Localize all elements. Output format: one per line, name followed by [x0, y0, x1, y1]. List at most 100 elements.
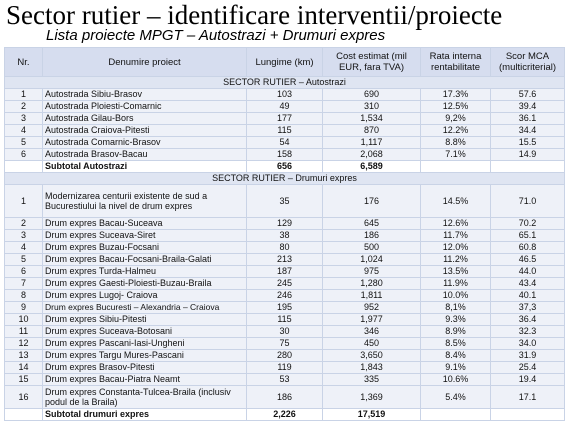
header-length: Lungime (km) — [247, 48, 323, 77]
internal-rate: 8.9% — [421, 326, 491, 338]
internal-rate: 5.4% — [421, 386, 491, 409]
length-km: 187 — [247, 266, 323, 278]
project-name: Drum expres Gaesti-Ploiesti-Buzau-Braila — [43, 278, 247, 290]
project-name: Drum expres Bacau-Piatra Neamt — [43, 374, 247, 386]
estimated-cost: 1,024 — [323, 254, 421, 266]
projects-table: Nr. Denumire proiect Lungime (km) Cost e… — [4, 47, 565, 421]
header-name: Denumire proiect — [43, 48, 247, 77]
internal-rate: 14.5% — [421, 185, 491, 218]
estimated-cost: 1,117 — [323, 137, 421, 149]
internal-rate: 12.0% — [421, 242, 491, 254]
table-row: 6Autostrada Brasov-Bacau1582,0687.1%14.9 — [5, 149, 565, 161]
table-row: 5Drum expres Bacau-Focsani-Braila-Galati… — [5, 254, 565, 266]
mca-score: 70.2 — [491, 218, 565, 230]
length-km: 38 — [247, 230, 323, 242]
project-name: Drum expres Buzau-Focsani — [43, 242, 247, 254]
subtotal-label: Subtotal Autostrazi — [43, 161, 247, 173]
project-name: Modernizarea centurii existente de sud a… — [43, 185, 247, 218]
project-name: Drum expres Bucuresti – Alexandria – Cra… — [43, 302, 247, 314]
subtotal-cost: 17,519 — [323, 409, 421, 421]
estimated-cost: 952 — [323, 302, 421, 314]
subtotal-empty — [491, 161, 565, 173]
table-row: 2Drum expres Bacau-Suceava12964512.6%70.… — [5, 218, 565, 230]
project-name: Drum expres Sibiu-Pitesti — [43, 314, 247, 326]
length-km: 213 — [247, 254, 323, 266]
section-autostrazi-label: SECTOR RUTIER – Autostrazi — [5, 77, 565, 89]
row-number: 5 — [5, 137, 43, 149]
table-row: 14Drum expres Brasov-Pitesti1191,8439.1%… — [5, 362, 565, 374]
table-row: 13Drum expres Targu Mures-Pascani2803,65… — [5, 350, 565, 362]
length-km: 53 — [247, 374, 323, 386]
project-name: Autostrada Craiova-Pitesti — [43, 125, 247, 137]
table-row: 3Drum expres Suceava-Siret3818611.7%65.1 — [5, 230, 565, 242]
project-name: Drum expres Pascani-Iasi-Ungheni — [43, 338, 247, 350]
row-number: 4 — [5, 242, 43, 254]
table-header-row: Nr. Denumire proiect Lungime (km) Cost e… — [5, 48, 565, 77]
project-name: Drum expres Suceava-Botosani — [43, 326, 247, 338]
row-number: 1 — [5, 89, 43, 101]
mca-score: 15.5 — [491, 137, 565, 149]
length-km: 280 — [247, 350, 323, 362]
row-number: 10 — [5, 314, 43, 326]
project-name: Drum expres Targu Mures-Pascani — [43, 350, 247, 362]
estimated-cost: 450 — [323, 338, 421, 350]
subtotal-empty — [5, 409, 43, 421]
table-row: 11Drum expres Suceava-Botosani303468.9%3… — [5, 326, 565, 338]
internal-rate: 11.2% — [421, 254, 491, 266]
internal-rate: 9.1% — [421, 362, 491, 374]
estimated-cost: 1,977 — [323, 314, 421, 326]
table-body: SECTOR RUTIER – Autostrazi1Autostrada Si… — [5, 77, 565, 421]
section-drumuri-expres-label: SECTOR RUTIER – Drumuri expres — [5, 173, 565, 185]
project-name: Drum expres Lugoj- Craiova — [43, 290, 247, 302]
subtotal-label: Subtotal drumuri expres — [43, 409, 247, 421]
mca-score: 34.0 — [491, 338, 565, 350]
mca-score: 31.9 — [491, 350, 565, 362]
subtotal-empty — [491, 409, 565, 421]
row-number: 12 — [5, 338, 43, 350]
section-autostrazi: SECTOR RUTIER – Autostrazi — [5, 77, 565, 89]
internal-rate: 12.6% — [421, 218, 491, 230]
mca-score: 71.0 — [491, 185, 565, 218]
table-row: 2Autostrada Ploiesti-Comarnic4931012.5%3… — [5, 101, 565, 113]
subtotal-autostrazi-row: Subtotal Autostrazi6566,589 — [5, 161, 565, 173]
mca-score: 44.0 — [491, 266, 565, 278]
page-title: Sector rutier – identificare interventii… — [6, 0, 502, 30]
table-row: 5Autostrada Comarnic-Brasov541,1178.8%15… — [5, 137, 565, 149]
mca-score: 60.8 — [491, 242, 565, 254]
project-name: Drum expres Brasov-Pitesti — [43, 362, 247, 374]
row-number: 8 — [5, 290, 43, 302]
estimated-cost: 346 — [323, 326, 421, 338]
internal-rate: 11.9% — [421, 278, 491, 290]
project-name: Autostrada Sibiu-Brasov — [43, 89, 247, 101]
subtotal-empty — [5, 161, 43, 173]
length-km: 80 — [247, 242, 323, 254]
row-number: 2 — [5, 218, 43, 230]
estimated-cost: 975 — [323, 266, 421, 278]
estimated-cost: 310 — [323, 101, 421, 113]
mca-score: 40.1 — [491, 290, 565, 302]
internal-rate: 8.8% — [421, 137, 491, 149]
internal-rate: 13.5% — [421, 266, 491, 278]
row-number: 13 — [5, 350, 43, 362]
subtotal-drumuri-row: Subtotal drumuri expres2,22617,519 — [5, 409, 565, 421]
row-number: 15 — [5, 374, 43, 386]
project-name: Autostrada Gilau-Bors — [43, 113, 247, 125]
mca-score: 46.5 — [491, 254, 565, 266]
length-km: 35 — [247, 185, 323, 218]
internal-rate: 9.3% — [421, 314, 491, 326]
subtotal-empty — [421, 161, 491, 173]
mca-score: 32.3 — [491, 326, 565, 338]
header-score-main: Scor MCA — [493, 51, 562, 62]
row-number: 9 — [5, 302, 43, 314]
length-km: 195 — [247, 302, 323, 314]
row-number: 6 — [5, 266, 43, 278]
table-row: 12Drum expres Pascani-Iasi-Ungheni754508… — [5, 338, 565, 350]
table-row: 16Drum expres Constanta-Tulcea-Braila (i… — [5, 386, 565, 409]
subtotal-cost: 6,589 — [323, 161, 421, 173]
internal-rate: 12.2% — [421, 125, 491, 137]
page-subtitle: Lista proiecte MPGT – Autostrazi + Drumu… — [46, 27, 385, 45]
header-cost: Cost estimat (mil EUR, fara TVA) — [323, 48, 421, 77]
internal-rate: 11.7% — [421, 230, 491, 242]
row-number: 11 — [5, 326, 43, 338]
project-name: Drum expres Bacau-Suceava — [43, 218, 247, 230]
